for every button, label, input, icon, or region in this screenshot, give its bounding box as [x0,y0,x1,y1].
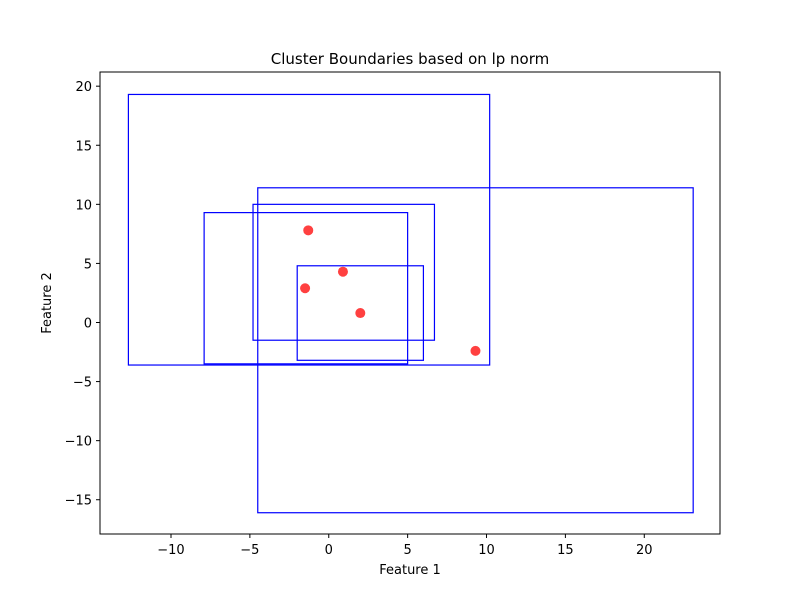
y-tick-label: −10 [65,435,92,450]
x-tick-label: 0 [325,543,333,558]
cluster-boundary-4 [203,212,409,365]
x-tick-label: 20 [636,543,653,558]
y-tick-label: −15 [65,494,92,509]
cluster-boundary-2 [257,187,694,514]
data-point-3 [300,283,311,294]
chart-title: Cluster Boundaries based on lp norm [271,50,550,68]
y-tick-label: 15 [75,139,92,154]
y-axis-ticks: −15 −10 −5 0 5 10 15 20 [65,80,100,509]
y-tick-label: 10 [75,198,92,213]
plot-frame [99,71,721,535]
cluster-boundary-1 [127,93,491,366]
plot-area [127,93,694,514]
data-point-1 [303,225,314,236]
x-axis-ticks: −10 −5 0 5 10 15 20 [157,534,653,558]
y-axis-label: Feature 2 [40,272,55,334]
x-tick-label: −5 [240,543,259,558]
cluster-boundary-5 [296,265,425,361]
y-tick-label: 5 [84,257,92,272]
x-tick-label: 10 [478,543,495,558]
cluster-boundary-3 [252,203,436,341]
data-point-2 [337,266,348,277]
y-tick-label: 20 [75,80,92,95]
y-tick-label: 0 [84,316,92,331]
y-tick-label: −5 [73,376,92,391]
data-point-4 [355,308,366,319]
x-tick-label: 5 [403,543,411,558]
data-point-5 [470,345,481,356]
x-tick-label: 15 [557,543,574,558]
x-tick-label: −10 [157,543,184,558]
x-axis-label: Feature 1 [379,563,441,578]
